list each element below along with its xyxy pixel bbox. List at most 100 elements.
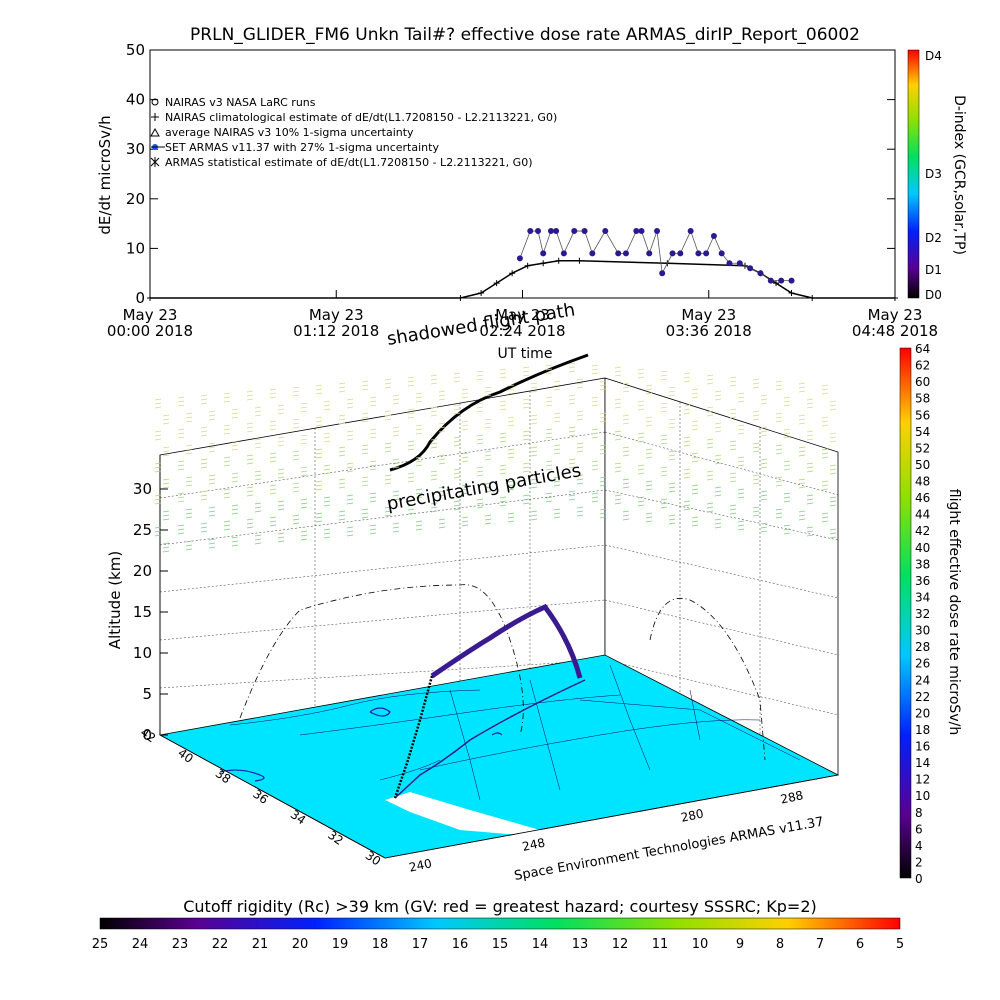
top-projection	[389, 353, 589, 472]
field-mark	[499, 368, 507, 379]
dose-tick-label: 54	[915, 425, 930, 439]
field-mark	[292, 514, 300, 525]
dose-tick-label: 42	[915, 524, 930, 538]
field-mark	[369, 396, 377, 407]
dose-tick-label: 24	[915, 673, 930, 687]
field-mark	[361, 380, 369, 391]
field-mark	[208, 538, 216, 549]
field-mark	[231, 536, 239, 547]
field-mark	[254, 438, 262, 449]
field-mark	[407, 408, 415, 419]
flight-path-3d	[430, 603, 583, 679]
field-mark	[369, 460, 377, 471]
field-mark	[530, 446, 538, 457]
data-point	[602, 228, 609, 235]
field-mark	[576, 378, 584, 389]
field-mark	[476, 498, 484, 509]
rigidity-tick-label: 14	[532, 937, 549, 952]
dose-tick-label: 44	[915, 508, 930, 522]
field-mark	[545, 460, 553, 471]
field-mark	[798, 478, 806, 489]
data-point	[788, 290, 795, 297]
field-mark	[752, 442, 760, 453]
field-mark	[622, 414, 630, 425]
field-mark	[660, 434, 668, 445]
field-mark	[737, 456, 745, 467]
field-mark	[568, 362, 576, 373]
field-mark	[484, 418, 492, 429]
field-mark	[254, 406, 262, 417]
data-point	[633, 228, 640, 235]
field-mark	[821, 512, 829, 523]
field-mark	[346, 526, 354, 537]
data-point	[703, 250, 710, 257]
field-mark	[622, 382, 630, 393]
field-mark	[185, 444, 193, 455]
shadowed-path-label: shadowed flight path	[385, 299, 576, 349]
data-point	[576, 257, 583, 264]
field-mark	[269, 516, 277, 527]
field-mark	[392, 394, 400, 405]
dose-tick-label: 6	[915, 822, 923, 836]
field-mark	[384, 442, 392, 453]
rigidity-tick-label: 9	[736, 937, 744, 952]
field-mark	[461, 388, 469, 399]
field-mark	[154, 462, 162, 473]
top-series-group	[147, 228, 898, 301]
field-mark	[806, 430, 814, 441]
field-mark	[798, 382, 806, 393]
rigidity-tick-label: 21	[252, 937, 269, 952]
field-mark	[568, 394, 576, 405]
ocean-patch	[385, 792, 560, 845]
field-mark	[208, 506, 216, 517]
rigidity-tick-label: 5	[896, 937, 904, 952]
field-mark	[361, 412, 369, 423]
data-point	[695, 250, 702, 257]
field-mark	[323, 528, 331, 539]
dose-tick-label: 32	[915, 607, 930, 621]
dose-tick-label: 16	[915, 740, 930, 754]
dose-tick-label: 48	[915, 475, 930, 489]
field-mark	[622, 446, 630, 457]
field-mark	[246, 486, 254, 497]
data-point	[622, 250, 629, 257]
field-mark	[522, 462, 530, 473]
field-mark	[760, 490, 768, 501]
data-point	[478, 290, 485, 297]
field-mark	[775, 476, 783, 487]
field-mark	[484, 386, 492, 397]
field-mark	[530, 478, 538, 489]
field-mark	[177, 460, 185, 471]
field-mark	[292, 450, 300, 461]
field-mark	[591, 492, 599, 503]
field-mark	[706, 470, 714, 481]
field-mark	[737, 424, 745, 435]
field-mark	[714, 422, 722, 433]
field-mark	[323, 464, 331, 475]
field-mark	[591, 364, 599, 375]
field-mark	[645, 512, 653, 523]
field-mark	[231, 440, 239, 451]
field-mark	[246, 518, 254, 529]
field-mark	[714, 454, 722, 465]
field-mark	[553, 444, 561, 455]
data-point	[654, 228, 661, 235]
data-point	[493, 280, 500, 287]
field-mark	[269, 452, 277, 463]
top-chart-title: PRLN_GLIDER_FM6 Unkn Tail#? effective do…	[190, 25, 860, 45]
field-mark	[254, 502, 262, 513]
field-mark	[576, 442, 584, 453]
field-mark	[645, 416, 653, 427]
field-mark	[591, 460, 599, 471]
field-mark	[346, 398, 354, 409]
field-mark	[338, 414, 346, 425]
field-mark	[706, 406, 714, 417]
field-mark	[599, 380, 607, 391]
field-mark	[660, 402, 668, 413]
field-mark	[484, 450, 492, 461]
field-mark	[415, 488, 423, 499]
field-mark	[645, 384, 653, 395]
field-mark	[775, 412, 783, 423]
field-mark	[246, 422, 254, 433]
